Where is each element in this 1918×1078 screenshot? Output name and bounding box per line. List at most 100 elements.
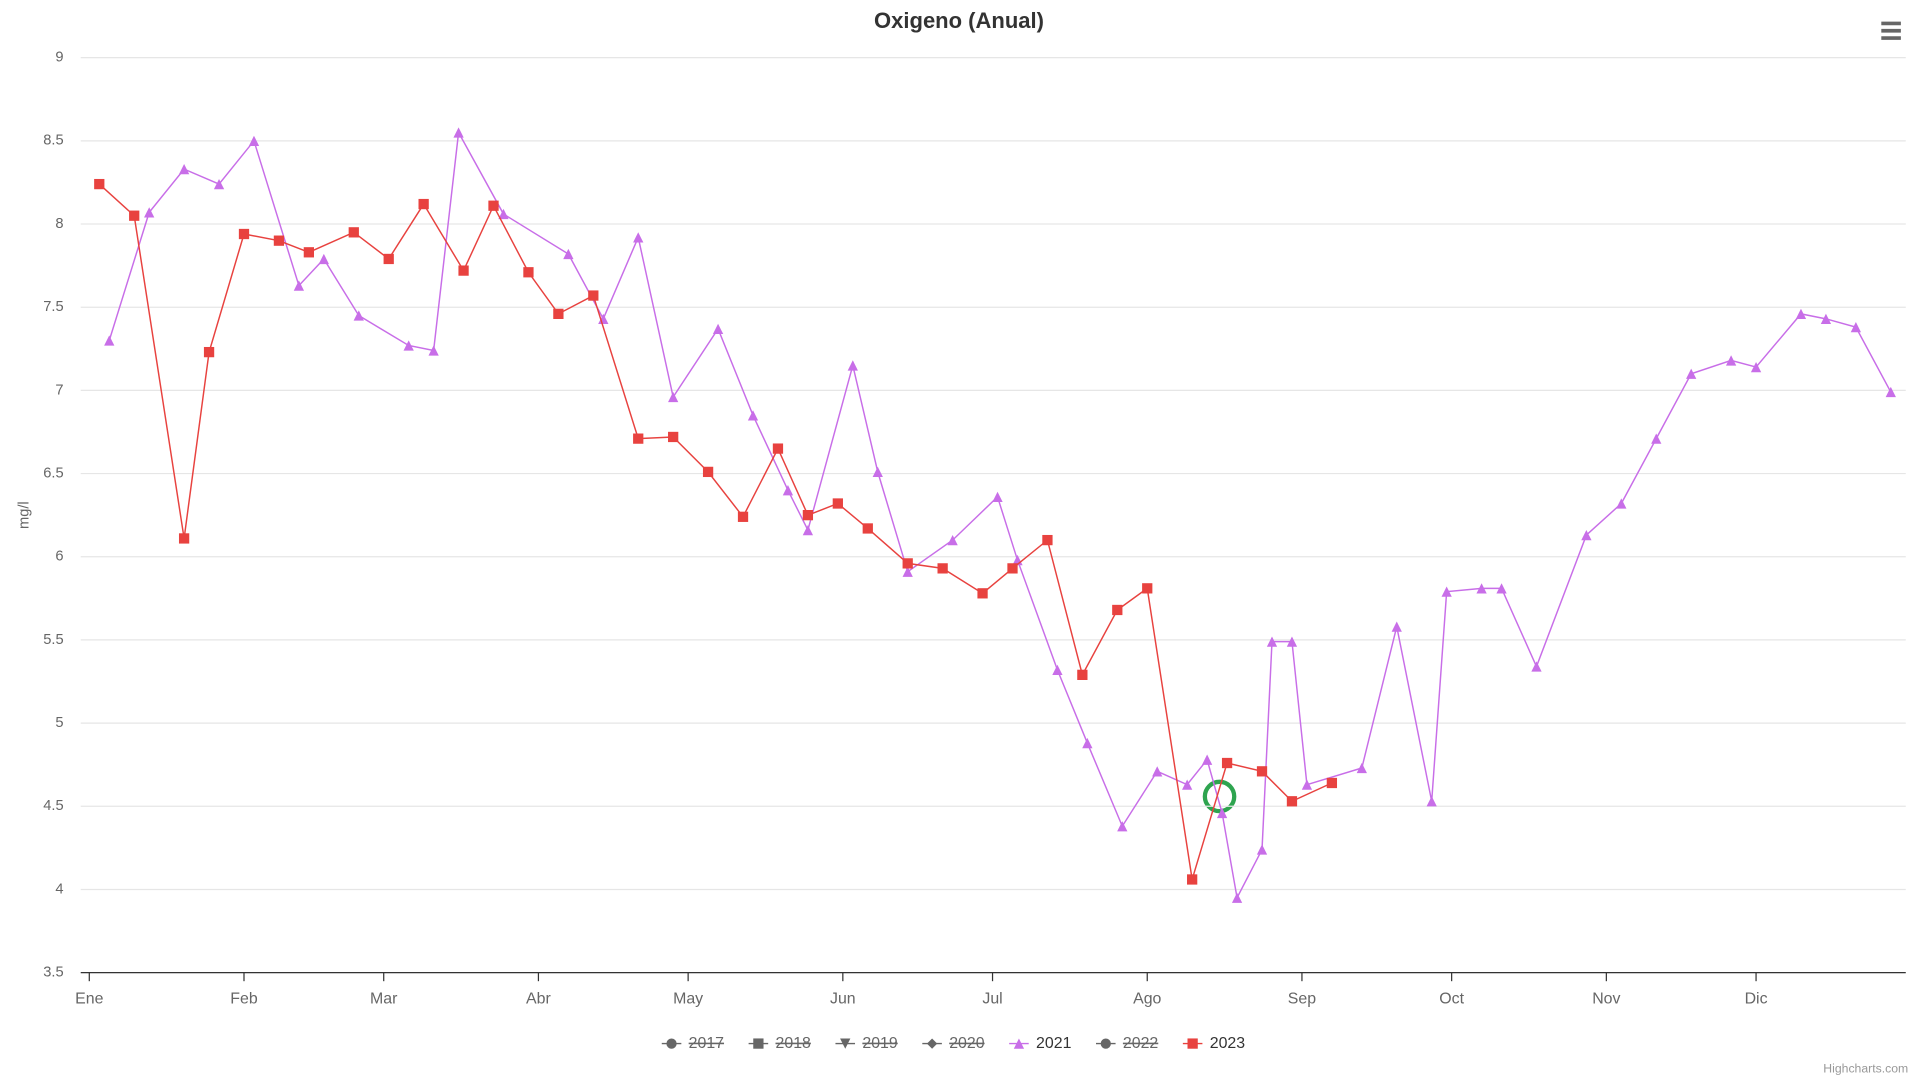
y-tick-label: 5: [55, 715, 63, 731]
marker: [383, 253, 394, 265]
x-tick-label: Nov: [1592, 991, 1620, 1008]
legend-symbol: [1100, 1038, 1111, 1049]
marker: [832, 498, 843, 509]
y-tick-label: 5.5: [43, 632, 63, 648]
y-tick-label: 3.5: [43, 965, 63, 981]
marker: [1616, 498, 1627, 509]
marker: [977, 588, 988, 599]
marker: [1266, 636, 1278, 647]
marker: [1850, 322, 1862, 333]
marker: [348, 227, 359, 238]
y-tick-label: 4: [55, 881, 63, 897]
marker: [458, 265, 469, 276]
marker: [1077, 669, 1088, 680]
marker: [668, 391, 679, 403]
menu-icon: [1881, 21, 1901, 40]
y-axis-label: mg/l: [16, 501, 32, 529]
marker: [1391, 621, 1402, 632]
marker: [772, 443, 784, 454]
legend-label: 2018: [776, 1035, 812, 1052]
marker: [1007, 563, 1018, 574]
marker: [992, 491, 1003, 502]
marker: [902, 558, 913, 569]
marker: [238, 228, 250, 240]
marker: [633, 232, 644, 243]
marker: [1112, 604, 1123, 616]
legend-item[interactable]: 2023: [1182, 1035, 1245, 1052]
marker: [1750, 361, 1762, 373]
marker: [353, 310, 364, 321]
highlight-circle: [1202, 779, 1237, 814]
y-tick-label: 7: [55, 382, 63, 398]
marker: [213, 178, 225, 190]
marker: [273, 235, 285, 246]
x-tick-label: Ago: [1133, 991, 1161, 1008]
marker: [1581, 529, 1592, 541]
marker: [248, 135, 260, 146]
x-tick-label: Oct: [1439, 991, 1464, 1008]
marker: [523, 267, 534, 278]
chart-title: Oxigeno (Anual): [874, 8, 1044, 33]
menu-button[interactable]: [1872, 12, 1911, 49]
marker: [588, 290, 599, 301]
legend-label: 2017: [689, 1035, 725, 1052]
marker: [1042, 534, 1053, 546]
x-tick-label: Dic: [1745, 991, 1768, 1008]
marker: [1221, 757, 1233, 769]
marker: [633, 433, 644, 444]
legend-label: 2019: [862, 1035, 898, 1052]
marker: [1326, 777, 1338, 789]
marker: [1795, 308, 1807, 319]
marker: [802, 510, 814, 521]
legend-label: 2020: [949, 1035, 985, 1052]
y-tick-label: 6.5: [43, 465, 63, 481]
y-tick-label: 4.5: [43, 798, 63, 814]
legend-item[interactable]: 2019: [835, 1035, 898, 1052]
legend-symbol: [840, 1038, 851, 1049]
legend-label: 2022: [1123, 1035, 1159, 1052]
marker: [802, 524, 814, 536]
marker: [203, 346, 215, 358]
marker: [1476, 583, 1487, 594]
y-tick-label: 7.5: [43, 299, 63, 315]
marker: [428, 345, 439, 356]
marker: [712, 323, 724, 334]
x-tick-label: Jul: [982, 991, 1002, 1008]
marker: [1052, 664, 1063, 675]
marker: [1426, 796, 1437, 807]
marker: [1142, 583, 1153, 594]
legend-item[interactable]: 2022: [1096, 1035, 1158, 1052]
marker: [782, 485, 794, 496]
y-tick-label: 8.5: [43, 133, 63, 149]
x-tick-label: Feb: [230, 991, 258, 1008]
marker: [1182, 779, 1193, 790]
marker: [144, 207, 155, 218]
marker: [1286, 636, 1298, 647]
marker: [862, 523, 873, 534]
marker: [488, 200, 499, 211]
marker: [303, 247, 315, 258]
marker: [1256, 766, 1268, 777]
legend-item[interactable]: 2021: [1009, 1035, 1072, 1052]
legend-item[interactable]: 2018: [748, 1035, 812, 1052]
marker: [1201, 754, 1213, 765]
marker: [318, 253, 329, 265]
marker: [1187, 874, 1198, 885]
marker: [747, 410, 759, 421]
marker: [1082, 737, 1093, 749]
legend-item[interactable]: 2017: [661, 1035, 725, 1052]
marker: [1496, 583, 1507, 594]
marker: [1216, 807, 1228, 819]
marker: [847, 360, 858, 371]
marker: [1301, 779, 1313, 790]
marker: [902, 566, 913, 577]
marker: [563, 248, 574, 260]
x-tick-label: Jun: [830, 991, 856, 1008]
marker: [94, 178, 105, 190]
marker: [1117, 821, 1128, 832]
marker: [403, 340, 414, 351]
credit[interactable]: Highcharts.com: [1823, 1061, 1908, 1075]
